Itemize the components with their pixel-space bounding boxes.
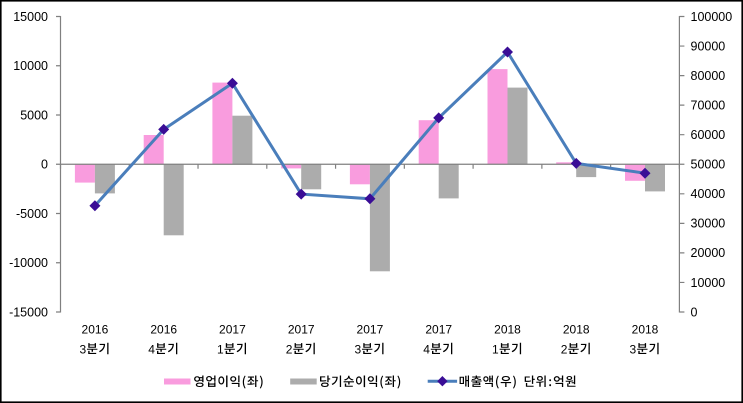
svg-text:15000: 15000 (13, 10, 48, 24)
svg-text:2018: 2018 (494, 323, 521, 337)
svg-text:2018: 2018 (632, 323, 659, 337)
svg-text:2017: 2017 (357, 323, 384, 337)
svg-text:4: 4 (148, 343, 155, 357)
svg-text:10000: 10000 (691, 276, 726, 290)
svg-text:2016: 2016 (82, 323, 109, 337)
svg-text:3: 3 (630, 343, 637, 357)
svg-text:3: 3 (79, 343, 86, 357)
svg-text:2016: 2016 (150, 323, 177, 337)
svg-text:2: 2 (561, 343, 568, 357)
svg-text:1: 1 (217, 343, 224, 357)
svg-text:1: 1 (492, 343, 499, 357)
svg-text:-5000: -5000 (16, 207, 48, 221)
svg-text:5000: 5000 (20, 108, 48, 122)
svg-text:2017: 2017 (219, 323, 246, 337)
svg-text:2: 2 (286, 343, 293, 357)
svg-text:100000: 100000 (691, 10, 733, 24)
svg-text:40000: 40000 (691, 187, 726, 201)
svg-text:4: 4 (423, 343, 430, 357)
svg-text:90000: 90000 (691, 39, 726, 53)
svg-text:2017: 2017 (425, 323, 452, 337)
svg-text:3: 3 (354, 343, 361, 357)
svg-text:0: 0 (691, 305, 698, 319)
svg-text:70000: 70000 (691, 99, 726, 113)
svg-text:20000: 20000 (691, 246, 726, 260)
svg-text:50000: 50000 (691, 158, 726, 172)
svg-text:-15000: -15000 (9, 305, 48, 319)
svg-text:-10000: -10000 (9, 256, 48, 270)
svg-text:60000: 60000 (691, 128, 726, 142)
svg-text:10000: 10000 (13, 59, 48, 73)
svg-text:30000: 30000 (691, 217, 726, 231)
svg-text:2017: 2017 (288, 323, 315, 337)
svg-text:80000: 80000 (691, 69, 726, 83)
svg-text:0: 0 (41, 158, 48, 172)
svg-text:2018: 2018 (563, 323, 590, 337)
